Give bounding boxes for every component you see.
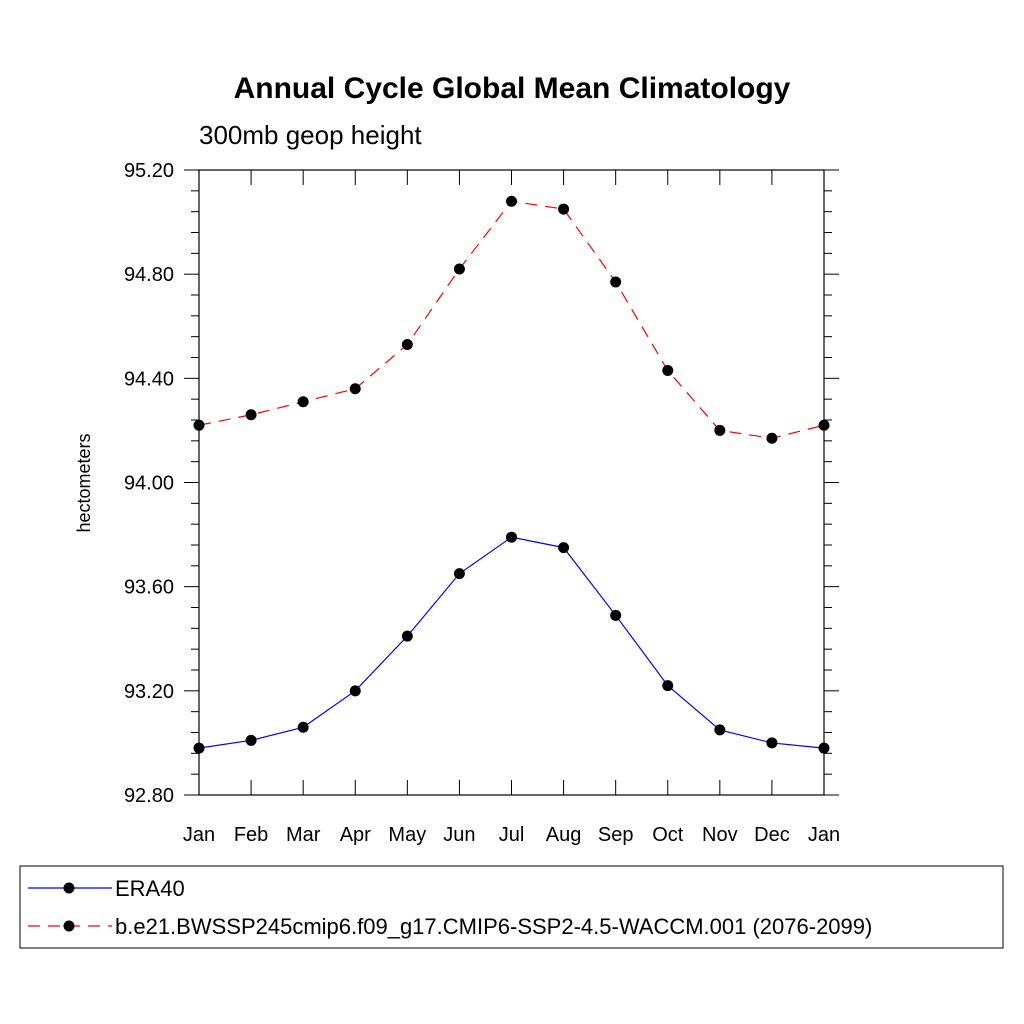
x-tick-label: Mar	[286, 824, 321, 846]
data-point	[401, 338, 413, 350]
legend-label: b.e21.BWSSP245cmip6.f09_g17.CMIP6-SSP2-4…	[115, 914, 872, 939]
data-point	[401, 630, 413, 642]
data-point	[193, 742, 205, 754]
data-point	[558, 542, 570, 554]
y-tick-label: 94.80	[124, 264, 174, 286]
plot-frame	[198, 169, 825, 796]
y-tick-label: 95.20	[124, 160, 174, 182]
data-point	[766, 432, 778, 444]
legend-marker	[63, 882, 75, 894]
y-tick-label: 93.20	[124, 681, 174, 703]
data-point	[453, 263, 465, 275]
legend-box	[19, 865, 1004, 949]
series-layer	[193, 195, 830, 754]
y-axis-label: hectometers	[74, 433, 94, 532]
data-point	[193, 419, 205, 431]
data-point	[297, 396, 309, 408]
legend-marker	[63, 920, 75, 932]
x-tick-label: Feb	[234, 824, 268, 846]
data-point	[766, 737, 778, 749]
x-tick-label: Aug	[546, 824, 582, 846]
data-point	[349, 685, 361, 697]
x-tick-label: Jan	[808, 824, 840, 846]
legend-label: ERA40	[115, 876, 185, 901]
x-tick-label: Sep	[598, 824, 634, 846]
data-point	[714, 724, 726, 736]
data-point	[453, 568, 465, 580]
y-tick-labels: 92.80 93.20 93.60 94.00 94.40 94.80 95.20	[124, 160, 174, 807]
data-point	[245, 734, 257, 746]
x-tick-label: Jan	[183, 824, 215, 846]
data-point	[714, 424, 726, 436]
data-point	[506, 195, 517, 207]
x-tick-labels: Jan Feb Mar Apr May Jun Jul Aug Sep Oct Nov Dec Jan	[183, 824, 840, 846]
x-tick-label: Jul	[499, 824, 525, 846]
data-point	[662, 365, 674, 377]
legend: ERA40 b.e21.BWSSP245cmip6.f09_g17.CMIP6-S…	[19, 865, 1004, 949]
x-tick-label: Jun	[443, 824, 475, 846]
series-line	[198, 200, 825, 439]
x-tick-label: Apr	[340, 824, 371, 846]
data-point	[818, 419, 830, 431]
x-tick-label: Dec	[754, 824, 790, 846]
data-point	[506, 531, 517, 543]
y-tick-label: 93.60	[124, 577, 174, 599]
x-tick-label: May	[388, 824, 426, 846]
data-point	[245, 409, 257, 421]
y-tick-label: 94.40	[124, 368, 174, 390]
y-tick-label: 92.80	[124, 785, 174, 807]
axis-ticks	[184, 169, 839, 796]
chart-subtitle: 300mb geop height	[199, 120, 422, 150]
y-tick-label: 94.00	[124, 473, 174, 495]
x-tick-label: Nov	[702, 824, 738, 846]
data-point	[297, 721, 309, 733]
data-point	[662, 680, 674, 692]
x-tick-label: Oct	[652, 824, 684, 846]
series-1	[193, 531, 830, 754]
data-point	[558, 203, 570, 215]
data-point	[610, 609, 622, 621]
series-2	[193, 195, 830, 444]
series-line	[198, 536, 825, 749]
data-point	[818, 742, 830, 754]
data-point	[349, 383, 361, 395]
chart-title: Annual Cycle Global Mean Climatology	[234, 72, 791, 105]
data-point	[610, 276, 622, 288]
